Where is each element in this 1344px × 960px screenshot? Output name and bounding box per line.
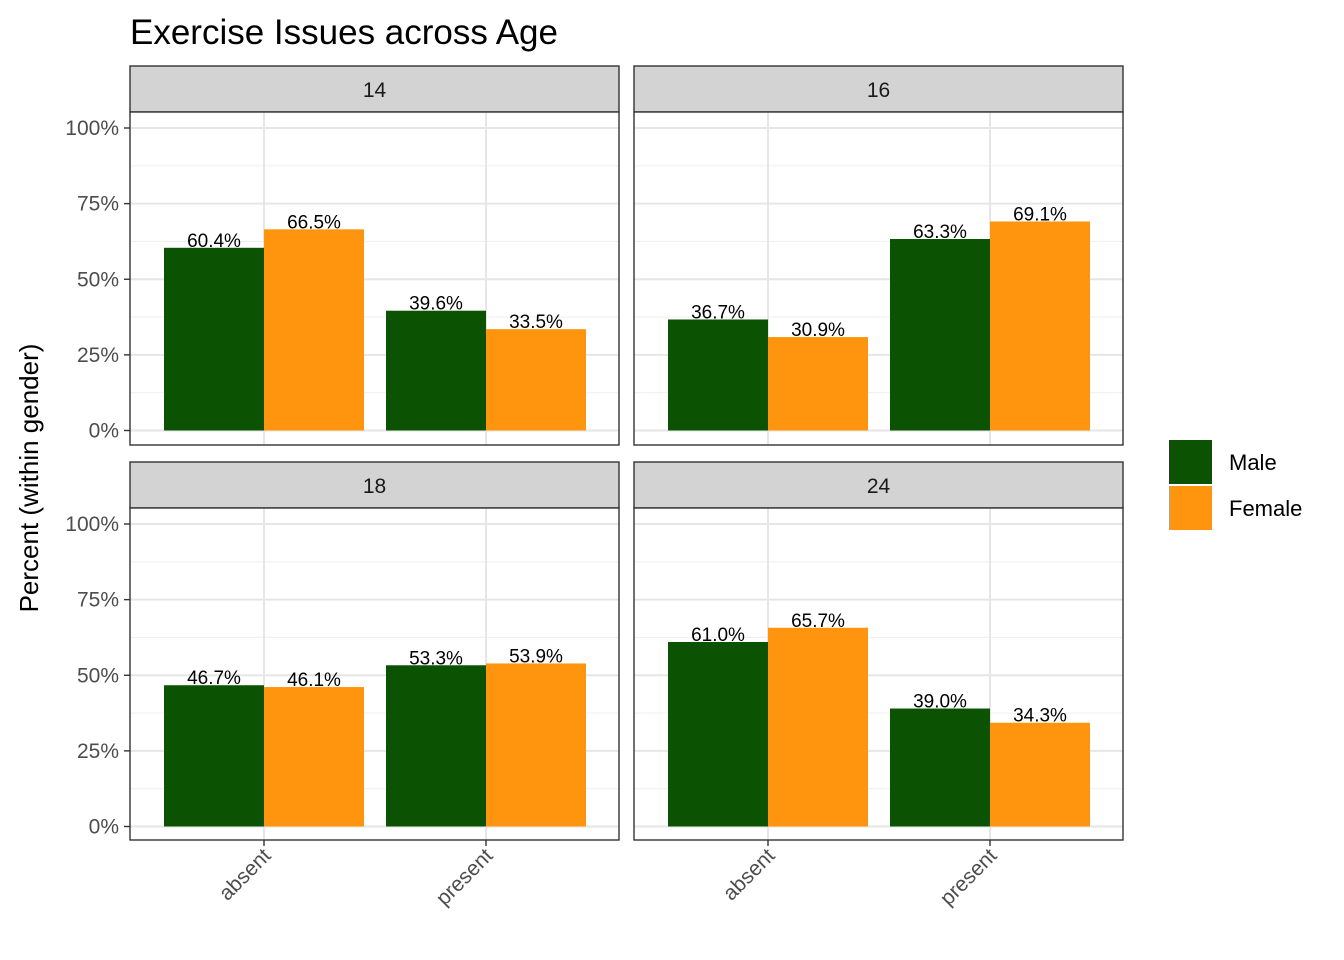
facet-strip [633,461,1124,509]
panel-border [129,507,620,841]
legend-label-male: Male [1229,450,1277,475]
facet-strip-label: 18 [363,475,386,498]
data-label: 65.7% [791,611,845,632]
facet-strip-label: 16 [867,79,890,102]
data-label: 30.9% [791,320,845,341]
panel-border [633,507,1124,841]
panel-border [129,111,620,446]
data-label: 69.1% [1013,204,1067,225]
bar-male-present [890,708,990,827]
y-tick-label: 100% [65,513,119,536]
bar-female-present [486,663,586,827]
y-tick-label: 75% [77,193,119,216]
legend: Male Female [1169,440,1302,530]
facet-panel-24: 24 61.0% 39.0% 65.7% 34.3% absent present [633,461,1124,910]
facet-panel-16: 16 36.7% 63.3% 30.9% 69.1% [633,65,1124,446]
bar-male-present [386,310,486,431]
bar-female-absent [768,627,868,827]
facet-strip [129,461,620,509]
data-label: 53.3% [409,648,463,669]
bar-male-absent [668,319,768,431]
bar-female-absent [264,687,364,827]
facet-panel-14: 14 60.4% 39.6% 66.5% 33.5% 0% 25% 50% 75% 100% [65,65,620,446]
y-tick-label: 100% [65,117,119,140]
bar-male-absent [668,641,768,827]
data-label: 36.7% [691,302,745,323]
facet-panels: 14 60.4% 39.6% 66.5% 33.5% 0% 25% 50% 75% 100% 16 3… [65,65,1124,910]
facet-strip [129,65,620,113]
bar-male-present [890,239,990,431]
data-label: 60.4% [187,231,241,252]
y-tick-label: 0% [89,420,119,443]
y-axis-label: Percent (within gender) [14,344,44,613]
legend-label-female: Female [1229,496,1302,521]
facet-strip-label: 14 [363,79,387,102]
facet-strip-label: 24 [867,475,891,498]
x-tick-label: present [432,844,498,910]
x-tick-label: present [936,844,1002,910]
chart-title: Exercise Issues across Age [130,13,558,52]
bar-female-present [486,329,586,431]
data-label: 39.6% [409,294,463,315]
bar-male-present [386,665,486,827]
data-label: 46.7% [187,668,241,689]
data-label: 53.9% [509,646,563,667]
y-tick-label: 0% [89,816,119,839]
legend-key-female [1169,486,1212,530]
legend-key-male [1169,440,1212,484]
y-tick-label: 25% [77,344,119,367]
data-label: 39.0% [913,692,967,713]
data-label: 34.3% [1013,706,1067,727]
y-tick-label: 50% [77,268,119,291]
x-tick-label: absent [215,844,276,905]
bar-male-absent [164,247,264,431]
data-label: 61.0% [691,625,745,646]
data-label: 46.1% [287,670,341,691]
bar-female-absent [768,337,868,431]
y-tick-label: 50% [77,664,119,687]
y-tick-label: 25% [77,740,119,763]
bar-female-present [990,221,1090,431]
panel-border [633,111,1124,446]
x-tick-label: absent [719,844,780,905]
y-tick-label: 75% [77,589,119,612]
facet-panel-18: 18 46.7% 53.3% 46.1% 53.9% 0% 25% 50% 75% 100% abs… [65,461,620,910]
data-label: 63.3% [913,222,967,243]
bar-male-absent [164,685,264,827]
data-label: 66.5% [287,212,341,233]
bar-female-absent [264,229,364,431]
data-label: 33.5% [509,312,563,333]
bar-female-present [990,722,1090,827]
